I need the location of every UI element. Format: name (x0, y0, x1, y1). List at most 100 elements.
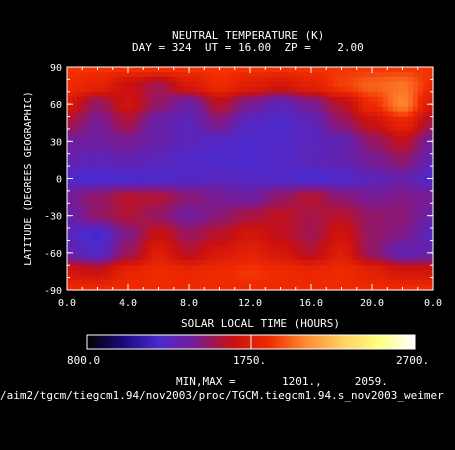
heatmap-cell (102, 67, 108, 73)
heatmap-cell (92, 185, 98, 192)
heatmap-cell (137, 245, 143, 251)
heatmap-cell (107, 76, 113, 83)
heatmap-cell (237, 265, 244, 271)
heatmap-cell (197, 131, 203, 137)
heatmap-cell (237, 121, 244, 128)
heatmap-cell (327, 205, 334, 212)
heatmap-cell (82, 185, 88, 192)
heatmap-cell (232, 180, 239, 187)
heatmap-cell (202, 136, 208, 142)
heatmap-cell (297, 205, 304, 212)
heatmap-cell (367, 195, 374, 202)
heatmap-cell (82, 71, 88, 78)
heatmap-cell (302, 260, 309, 266)
heatmap-cell (97, 141, 103, 147)
heatmap-cell (397, 141, 404, 147)
heatmap-cell (362, 171, 369, 177)
heatmap-cell (212, 280, 219, 286)
heatmap-cell (192, 270, 198, 276)
heatmap-cell (312, 151, 319, 157)
heatmap-cell (112, 91, 118, 98)
heatmap-cell (377, 161, 384, 167)
heatmap-cell (187, 151, 193, 157)
heatmap-cell (297, 116, 304, 123)
heatmap-cell (72, 250, 78, 256)
heatmap-cell (267, 230, 274, 237)
heatmap-cell (162, 245, 168, 251)
heatmap-cell (187, 91, 193, 98)
heatmap-cell (202, 146, 208, 152)
heatmap-cell (272, 210, 279, 217)
heatmap-cell (282, 81, 289, 88)
heatmap-cell (277, 195, 284, 202)
heatmap-cell (267, 280, 274, 286)
heatmap-cell (307, 235, 314, 242)
heatmap-cell (362, 96, 369, 103)
heatmap-cell (197, 275, 203, 281)
heatmap-cell (112, 180, 118, 187)
heatmap-cell (377, 260, 384, 266)
heatmap-cell (307, 250, 314, 256)
heatmap-cell (372, 265, 379, 271)
heatmap-cell (327, 260, 334, 266)
heatmap-cell (92, 275, 98, 281)
heatmap-cell (77, 76, 83, 83)
heatmap-cell (402, 106, 409, 113)
heatmap-cell (242, 215, 249, 222)
heatmap-cell (347, 156, 354, 162)
heatmap-cell (367, 161, 374, 167)
heatmap-cell (177, 141, 183, 147)
heatmap-cell (77, 106, 83, 113)
heatmap-cell (382, 255, 389, 261)
heatmap-cell (417, 195, 424, 202)
heatmap-cell (167, 220, 173, 227)
heatmap-cell (97, 166, 103, 172)
heatmap-cell (162, 225, 168, 232)
heatmap-cell (322, 111, 329, 118)
heatmap-cell (77, 131, 83, 137)
heatmap-cell (262, 81, 269, 88)
heatmap-cell (252, 260, 259, 266)
heatmap-cell (122, 71, 128, 78)
heatmap-cell (122, 235, 128, 242)
heatmap-cell (217, 76, 224, 83)
heatmap-cell (177, 106, 183, 113)
heatmap-cell (72, 210, 78, 217)
heatmap-cell (252, 235, 259, 242)
heatmap-cell (397, 136, 404, 142)
heatmap-cell (262, 255, 269, 261)
heatmap-cell (422, 156, 429, 162)
heatmap-cell (102, 91, 108, 98)
heatmap-cell (177, 235, 183, 242)
heatmap-cell (362, 255, 369, 261)
heatmap-cell (292, 215, 299, 222)
heatmap-cell (382, 96, 389, 103)
heatmap-cell (192, 250, 198, 256)
heatmap-cell (252, 96, 259, 103)
heatmap-cell (212, 121, 219, 128)
heatmap-cell (402, 101, 409, 108)
heatmap-cell (97, 81, 103, 88)
heatmap-cell (367, 151, 374, 157)
heatmap-cell (77, 200, 83, 207)
heatmap-cell (427, 285, 434, 291)
heatmap-cell (362, 106, 369, 113)
heatmap-cell (132, 136, 138, 142)
heatmap-cell (172, 245, 178, 251)
heatmap-cell (337, 235, 344, 242)
heatmap-cell (107, 131, 113, 137)
heatmap-cell (152, 285, 158, 291)
heatmap-cell (302, 250, 309, 256)
heatmap-cell (252, 76, 259, 83)
heatmap-cell (212, 245, 219, 251)
heatmap-cell (302, 136, 309, 142)
heatmap-cell (272, 225, 279, 232)
heatmap-cell (222, 161, 229, 167)
heatmap-cell (382, 146, 389, 152)
heatmap-cell (222, 280, 229, 286)
heatmap-cell (357, 270, 364, 276)
heatmap-cell (267, 245, 274, 251)
heatmap-cell (72, 265, 78, 271)
heatmap-cell (427, 81, 434, 88)
heatmap-cell (212, 161, 219, 167)
